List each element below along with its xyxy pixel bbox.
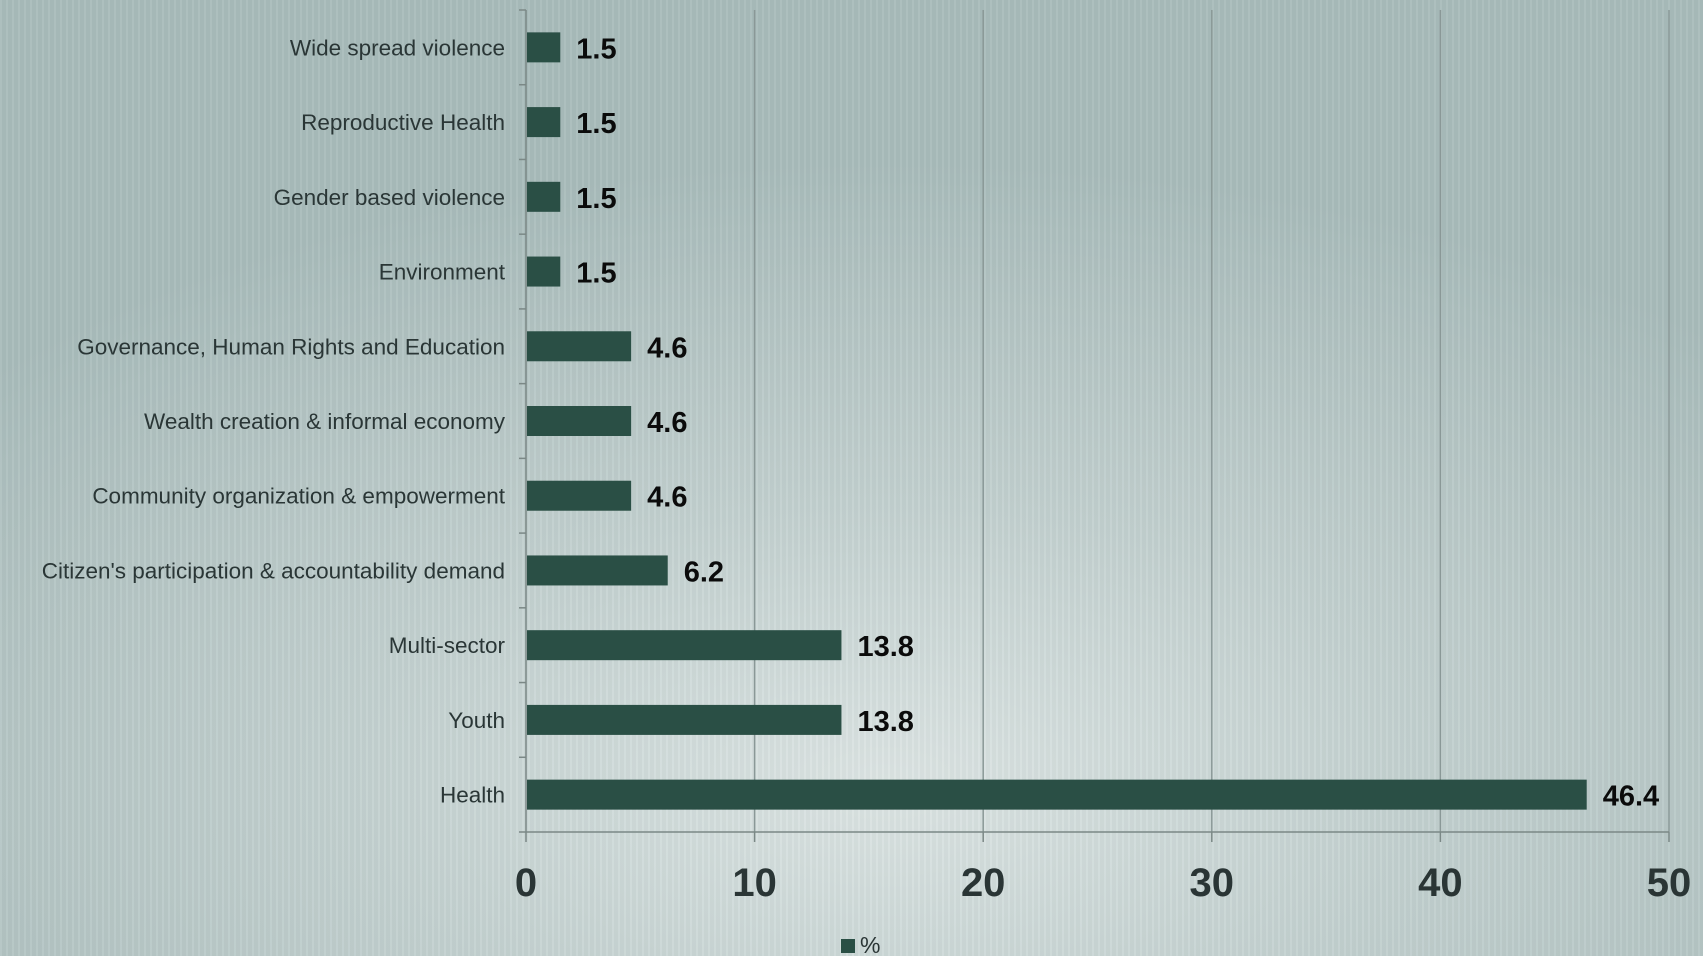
data-labels: 1.5 1.5 1.5 1.5 4.6 4.6 4.6 6.2 13.8 13.8 46.4 [576, 33, 1659, 812]
category-label-wealth-creation-informal-economy: Wealth creation & informal economy [144, 409, 506, 434]
category-label-governance-human-rights-and-education: Governance, Human Rights and Education [77, 334, 505, 359]
bar-wide-spread-violence [527, 32, 561, 63]
data-label-community-organization-empowerment: 4.6 [647, 482, 687, 514]
bar-community-organization-empowerment [527, 480, 632, 511]
category-label-reproductive-health: Reproductive Health [301, 110, 505, 135]
bars [527, 32, 1587, 810]
data-label-environment: 1.5 [576, 258, 616, 290]
x-tick-label-40: 40 [1418, 861, 1463, 905]
category-label-health: Health [440, 783, 505, 808]
bar-multi-sector [527, 630, 842, 661]
legend: % [841, 932, 880, 956]
category-label-gender-based-violence: Gender based violence [274, 185, 505, 210]
x-tick-label-50: 50 [1647, 861, 1692, 905]
category-label-multi-sector: Multi-sector [389, 633, 506, 658]
data-label-wide-spread-violence: 1.5 [576, 33, 616, 65]
category-label-wide-spread-violence: Wide spread violence [290, 35, 505, 60]
data-label-multi-sector: 13.8 [857, 631, 913, 663]
data-label-gender-based-violence: 1.5 [576, 183, 616, 215]
x-tick-labels: 0 10 20 30 40 50 [515, 861, 1691, 905]
bar-youth [527, 704, 842, 735]
bar-wealth-creation-informal-economy [527, 406, 632, 436]
data-label-governance-human-rights-and-education: 4.6 [647, 332, 687, 364]
axes [519, 9, 1670, 842]
data-label-youth: 13.8 [857, 706, 913, 738]
bar-citizen-s-participation-accountability-demand [527, 555, 668, 586]
category-label-youth: Youth [448, 708, 505, 733]
legend-label-percent: % [860, 932, 880, 956]
category-label-citizen-s-participation-accountability-demand: Citizen's participation & accountability… [42, 558, 505, 583]
category-label-community-organization-empowerment: Community organization & empowerment [92, 484, 505, 509]
data-label-wealth-creation-informal-economy: 4.6 [647, 407, 687, 439]
category-label-environment: Environment [379, 260, 506, 285]
data-label-health: 46.4 [1603, 781, 1659, 813]
grid-lines [753, 10, 1670, 832]
legend-swatch-percent [841, 939, 855, 953]
bar-environment [527, 256, 561, 287]
x-tick-label-30: 30 [1190, 861, 1235, 905]
bar-health [527, 779, 1587, 810]
data-label-reproductive-health: 1.5 [576, 108, 616, 140]
x-tick-label-10: 10 [732, 861, 777, 905]
x-tick-label-0: 0 [515, 861, 537, 905]
data-label-citizen-s-participation-accountability-demand: 6.2 [684, 556, 724, 588]
bar-governance-human-rights-and-education [527, 331, 632, 362]
category-labels: Wide spread violence Reproductive Health G… [42, 35, 506, 807]
bar-gender-based-violence [527, 181, 561, 212]
bar-reproductive-health [527, 107, 561, 138]
x-tick-label-20: 20 [961, 861, 1006, 905]
